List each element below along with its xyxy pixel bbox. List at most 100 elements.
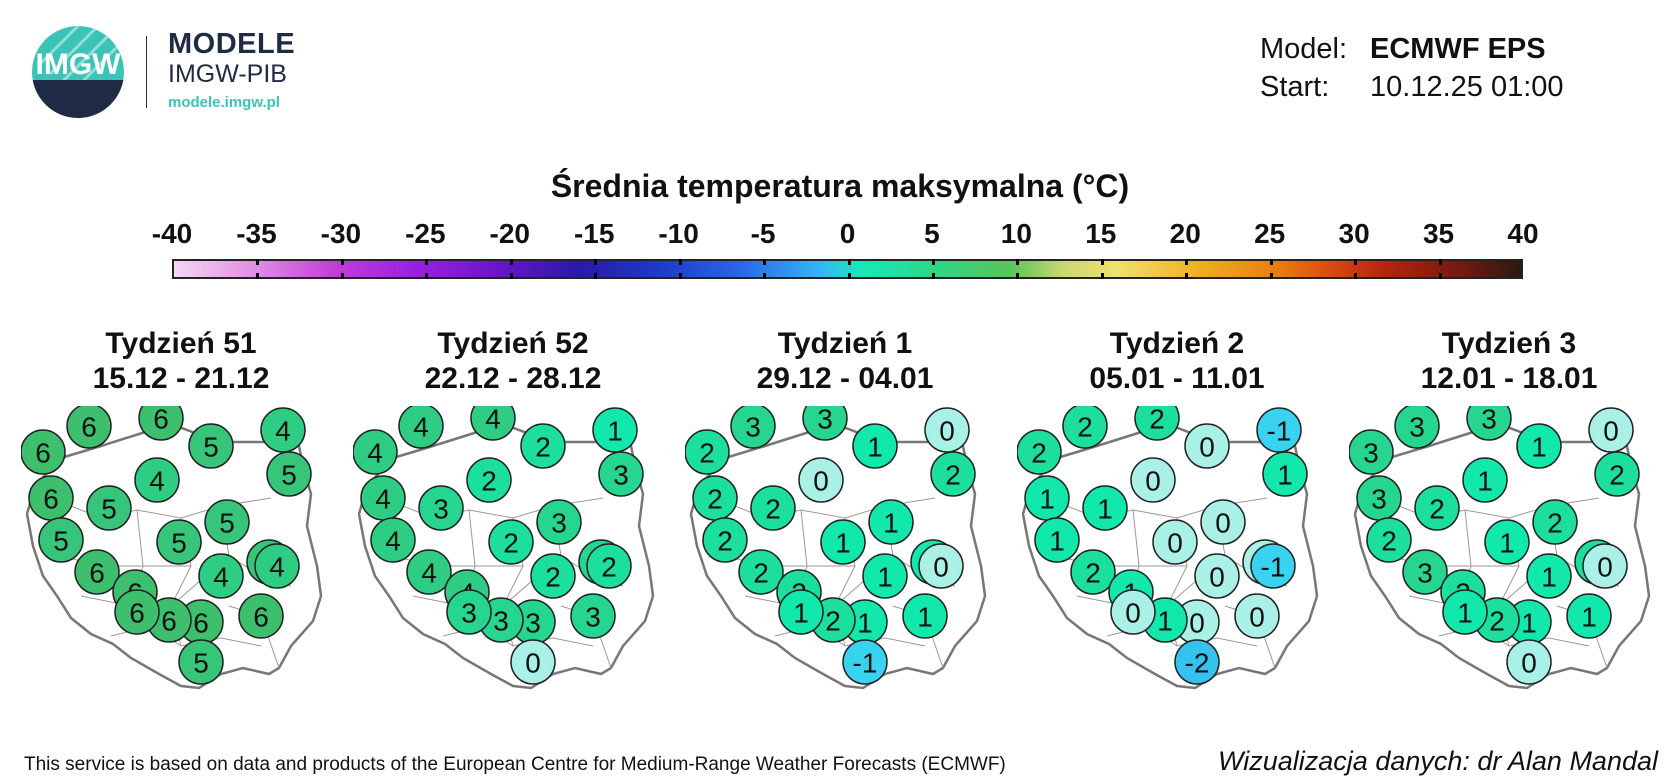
- temperature-value: 3: [613, 460, 629, 491]
- week-panel: Tydzień 1 29.12 - 04.01 2331022022111221…: [685, 326, 1005, 726]
- temperature-value: 0: [1215, 508, 1231, 539]
- temperature-value: 0: [939, 416, 955, 447]
- temperature-value: 3: [461, 598, 477, 629]
- poland-map: 233102202211122101211-1: [685, 406, 987, 690]
- week-dates: 12.01 - 18.01: [1420, 362, 1598, 395]
- temperature-bubble: 1: [820, 519, 866, 565]
- temperature-value: 2: [481, 466, 497, 497]
- temperature-value: 4: [149, 466, 165, 497]
- temperature-value: 4: [213, 562, 229, 593]
- temperature-bubble-circle: [1582, 543, 1628, 589]
- scale-tick-mark: [509, 259, 513, 265]
- scale-tick-mark: [847, 259, 851, 265]
- temperature-bubble-circle: [778, 589, 824, 635]
- temperature-bubble-circle: [254, 543, 300, 589]
- temperature-bubble: 2: [1366, 517, 1412, 563]
- temperature-bubble: -2: [1174, 639, 1220, 685]
- temperature-value: -1: [1267, 416, 1292, 447]
- color-scale-bar: [172, 259, 1523, 279]
- week-dates: 22.12 - 28.12: [424, 362, 602, 395]
- temperature-value: 0: [1125, 598, 1141, 629]
- temperature-bubble: 3: [570, 593, 616, 639]
- scale-tick-label: 35: [1422, 218, 1455, 249]
- scale-tick-mark: [678, 259, 682, 265]
- temperature-bubble-circle: [1402, 549, 1448, 595]
- temperature-value: 2: [535, 432, 551, 463]
- temperature-value: 4: [413, 412, 429, 443]
- temperature-bubble-circle: [520, 423, 566, 469]
- temperature-bubble: 1: [778, 589, 824, 635]
- temperature-bubble: 2: [466, 457, 512, 503]
- temperature-value: 5: [101, 494, 117, 525]
- temperature-bubble: -1: [1250, 543, 1296, 589]
- logo-url[interactable]: modele.imgw.pl: [168, 94, 280, 111]
- temperature-bubble-circle: [802, 406, 848, 441]
- temperature-value: 0: [1597, 552, 1613, 583]
- scale-tick-label: -15: [573, 218, 615, 249]
- temperature-value: 0: [1167, 528, 1183, 559]
- temperature-bubble-circle: [570, 593, 616, 639]
- start-label: Start:: [1260, 70, 1330, 103]
- scale-tick-mark: [1016, 273, 1020, 279]
- temperature-bubble: 6: [114, 589, 160, 635]
- temperature-value: 1: [1049, 526, 1065, 557]
- temperature-value: 0: [1145, 466, 1161, 497]
- temperature-bubble: 4: [198, 553, 244, 599]
- temperature-value: 1: [1457, 598, 1473, 629]
- temperature-bubble: 2: [1017, 429, 1062, 475]
- scale-tick-mark: [1100, 273, 1104, 279]
- scale-tick-mark: [1438, 273, 1442, 279]
- week-panel: Tydzień 52 22.12 - 28.12 444214323423344…: [353, 326, 673, 726]
- temperature-value: 5: [203, 432, 219, 463]
- scale-tick-mark: [340, 273, 344, 279]
- temperature-value: 3: [525, 608, 541, 639]
- temperature-bubble-circle: [470, 406, 516, 441]
- temperature-bubble-circle: [1070, 549, 1116, 595]
- logo-title: MODELE: [168, 28, 296, 60]
- scale-title: Średnia temperatura maksymalna (°C): [550, 168, 1130, 204]
- scale-tick-label: -30: [320, 218, 362, 249]
- temperature-bubble: -1: [1256, 407, 1302, 453]
- temperature-bubble: 3: [536, 499, 582, 545]
- temperature-bubble-circle: [406, 549, 452, 595]
- model-info: Model: ECMWF EPS Start: 10.12.25 01:00: [1260, 30, 1564, 106]
- temperature-value: 2: [765, 494, 781, 525]
- temperature-value: 0: [1199, 432, 1215, 463]
- temperature-value: -1: [1261, 552, 1286, 583]
- temperature-value: 2: [1031, 438, 1047, 469]
- temperature-value: 1: [607, 416, 623, 447]
- temperature-value: 4: [367, 438, 383, 469]
- temperature-bubble: 5: [188, 423, 234, 469]
- imgw-logo[interactable]: IMGW MODELE IMGW-PIB modele.imgw.pl: [30, 24, 320, 124]
- temperature-bubble: 4: [254, 543, 300, 589]
- temperature-bubble: 5: [204, 499, 250, 545]
- temperature-value: 0: [933, 552, 949, 583]
- scale-tick-label: -40: [151, 218, 193, 249]
- temperature-value: 4: [485, 406, 501, 435]
- temperature-bubble-circle: [1394, 406, 1440, 449]
- temperature-value: 1: [1157, 606, 1173, 637]
- temperature-bubble: 0: [1110, 589, 1156, 635]
- temperature-bubble-circle: [1506, 639, 1552, 685]
- imgw-logo-icon: IMGW: [32, 26, 124, 118]
- model-label: Model:: [1260, 32, 1348, 65]
- temperature-bubble: 6: [28, 475, 74, 521]
- temperature-bubble-circle: [353, 429, 398, 475]
- temperature-bubble: 0: [1582, 543, 1628, 589]
- temperature-value: 2: [1489, 606, 1505, 637]
- temperature-bubble: 5: [156, 519, 202, 565]
- temperature-bubble-circle: [852, 423, 898, 469]
- temperature-bubble-circle: [1256, 407, 1302, 453]
- temperature-value: 0: [1189, 608, 1205, 639]
- temperature-bubble-circle: [1152, 519, 1198, 565]
- temperature-bubble: 6: [178, 599, 224, 645]
- temperature-bubble-circle: [685, 429, 730, 475]
- temperature-bubble: 3: [1356, 475, 1402, 521]
- scale-tick-mark: [1354, 259, 1358, 265]
- scale-tick-label: -5: [750, 218, 776, 249]
- scale-tick-label: -35: [236, 218, 277, 249]
- temperature-bubble-circle: [1262, 451, 1308, 497]
- temperature-value: 3: [585, 602, 601, 633]
- temperature-value: 2: [503, 528, 519, 559]
- temperature-bubble: 3: [802, 406, 848, 441]
